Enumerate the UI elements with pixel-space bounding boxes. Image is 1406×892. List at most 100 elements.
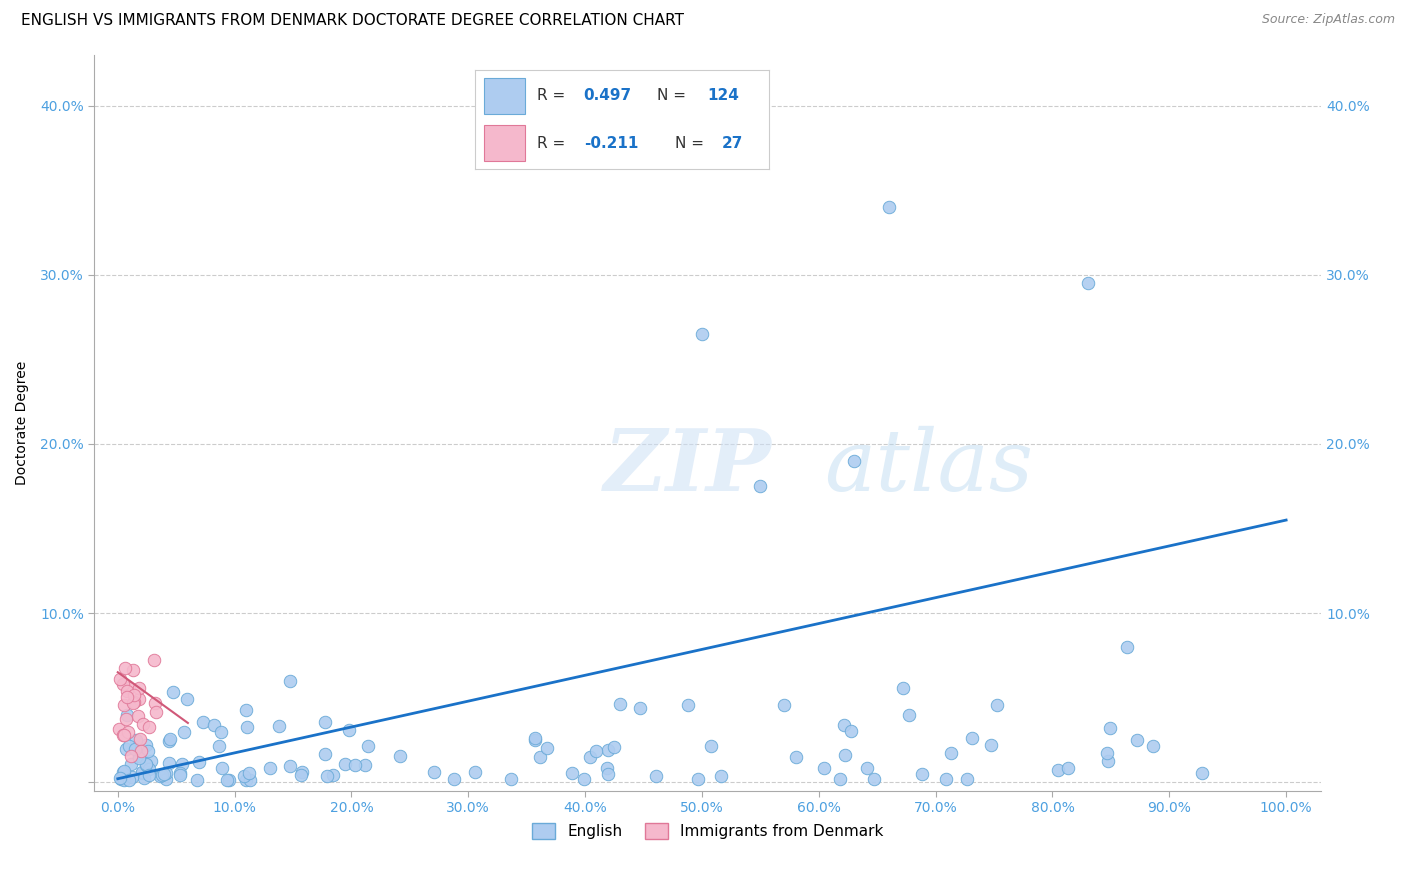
English: [114, 773, 136, 788]
English: [128, 751, 150, 765]
Immigrants from Denmark: [142, 653, 165, 667]
English: [1115, 640, 1137, 654]
English: [108, 771, 131, 785]
English: [603, 740, 626, 755]
Text: ZIP: ZIP: [603, 425, 772, 508]
Y-axis label: Doctorate Degree: Doctorate Degree: [15, 360, 30, 485]
Immigrants from Denmark: [120, 749, 142, 764]
English: [120, 756, 142, 771]
English: [645, 769, 668, 783]
English: [585, 743, 607, 757]
English: [834, 717, 856, 731]
English: [125, 733, 148, 747]
English: [239, 773, 262, 788]
English: [238, 766, 260, 780]
English: [830, 772, 852, 786]
English: [877, 200, 900, 214]
Immigrants from Denmark: [128, 681, 150, 696]
English: [141, 754, 163, 768]
Immigrants from Denmark: [117, 725, 139, 739]
English: [138, 762, 160, 776]
English: [316, 769, 339, 783]
English: [572, 772, 595, 786]
English: [839, 723, 862, 738]
English: [422, 764, 444, 779]
English: [157, 734, 180, 748]
English: [138, 744, 160, 758]
Immigrants from Denmark: [122, 696, 145, 710]
English: [523, 733, 546, 747]
English: [291, 764, 314, 779]
English: [596, 761, 619, 775]
Immigrants from Denmark: [145, 706, 167, 720]
English: [117, 739, 139, 753]
English: [169, 768, 191, 782]
English: [1056, 761, 1078, 775]
Immigrants from Denmark: [112, 729, 135, 743]
English: [128, 749, 150, 764]
English: [157, 756, 180, 771]
Immigrants from Denmark: [122, 688, 145, 702]
Immigrants from Denmark: [129, 731, 152, 746]
Immigrants from Denmark: [108, 722, 131, 736]
English: [235, 773, 257, 788]
English: [314, 747, 336, 761]
English: [131, 765, 153, 780]
English: [117, 773, 139, 788]
English: [186, 773, 208, 788]
English: [686, 772, 709, 786]
English: [115, 707, 138, 722]
English: [834, 747, 856, 762]
English: [911, 767, 934, 781]
English: [290, 768, 312, 782]
English: [110, 772, 132, 786]
English: [443, 772, 465, 787]
English: [700, 739, 723, 753]
English: [536, 741, 558, 756]
English: [191, 714, 214, 729]
English: [235, 720, 257, 734]
English: [135, 738, 157, 752]
English: [121, 770, 143, 784]
English: [150, 768, 173, 782]
English: [676, 698, 699, 713]
Immigrants from Denmark: [124, 695, 146, 709]
English: [135, 757, 157, 772]
English: [162, 684, 184, 698]
Immigrants from Denmark: [132, 717, 155, 731]
English: [856, 761, 879, 775]
English: [813, 761, 835, 775]
English: [153, 766, 176, 780]
Immigrants from Denmark: [110, 672, 132, 686]
English: [217, 773, 239, 788]
English: [211, 761, 233, 775]
Immigrants from Denmark: [122, 663, 145, 677]
English: [280, 759, 302, 773]
English: [524, 731, 547, 746]
English: [1047, 764, 1070, 778]
English: [170, 757, 193, 772]
English: [609, 697, 631, 711]
English: [842, 454, 865, 468]
English: [357, 739, 380, 753]
Immigrants from Denmark: [115, 712, 138, 726]
English: [159, 731, 181, 746]
English: [773, 698, 796, 713]
English: [278, 673, 301, 688]
Immigrants from Denmark: [129, 744, 152, 758]
Immigrants from Denmark: [127, 708, 149, 723]
English: [630, 701, 652, 715]
English: [579, 749, 602, 764]
English: [218, 773, 240, 788]
English: [956, 772, 979, 786]
English: [269, 718, 291, 732]
Legend: English, Immigrants from Denmark: English, Immigrants from Denmark: [526, 817, 890, 846]
Immigrants from Denmark: [112, 677, 135, 691]
English: [941, 746, 963, 760]
Immigrants from Denmark: [138, 720, 160, 734]
English: [138, 768, 160, 782]
Text: Source: ZipAtlas.com: Source: ZipAtlas.com: [1261, 13, 1395, 27]
Immigrants from Denmark: [115, 684, 138, 698]
English: [891, 681, 914, 695]
English: [202, 717, 225, 731]
